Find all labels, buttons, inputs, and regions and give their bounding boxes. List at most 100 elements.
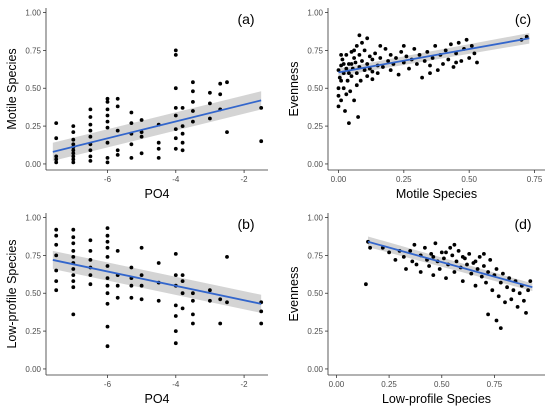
data-point [486,312,490,317]
data-point [437,267,442,271]
data-point [454,60,458,65]
data-point [386,59,390,63]
data-point [452,270,457,274]
data-point [358,78,363,83]
data-point [344,53,349,57]
data-point [105,255,110,259]
data-point [344,66,349,71]
data-point [425,50,430,54]
y-tick-label: 0.50 [25,84,41,93]
data-point [448,245,453,250]
data-point [482,252,486,256]
data-point [105,226,110,231]
data-point [454,259,459,264]
data-point [180,140,185,145]
y-tick-label: 0.50 [307,84,323,93]
data-point [105,125,110,130]
y-tick-label: 0.75 [307,251,323,260]
x-tick-label: 0.75 [487,380,503,389]
data-point [88,115,93,119]
data-point [71,273,76,277]
data-point [423,245,427,250]
y-tick-label: 0.00 [25,160,41,169]
data-point [460,279,465,283]
data-point [191,89,195,94]
data-point [373,51,377,56]
data-point [105,160,110,165]
data-point [348,89,353,94]
data-point [180,273,185,277]
data-point [412,242,417,247]
data-point [364,282,368,287]
data-point [452,242,457,247]
data-point [509,297,514,302]
data-point [71,249,76,253]
data-point [139,283,144,288]
data-point [88,122,93,127]
data-point [71,151,76,156]
data-point [115,283,120,288]
data-point [129,283,134,288]
data-point [105,113,110,118]
data-point [173,329,178,333]
data-point [475,60,479,65]
data-point [139,273,144,277]
y-axis-title: Low-profile Species [5,239,19,348]
data-point [340,57,345,62]
x-tick-label: 0.50 [434,380,450,389]
data-point [336,68,341,72]
data-point [208,288,212,293]
data-point [454,51,458,56]
data-point [353,60,358,65]
x-tick-label: -4 [172,175,180,184]
data-point [370,77,375,82]
data-point [208,116,212,121]
data-point [337,75,342,80]
data-point [139,130,144,135]
data-point [465,262,469,267]
x-tick-label: 0.75 [527,175,543,184]
data-point [180,124,185,128]
data-point [394,56,398,60]
data-point [71,312,76,317]
data-point [71,157,76,162]
data-point [139,297,144,302]
y-tick-label: 0.00 [307,160,323,169]
data-point [139,134,144,139]
data-point [347,62,351,66]
data-point [507,276,512,280]
data-point [54,160,59,165]
data-point [71,267,76,271]
data-point [460,255,465,259]
data-point [115,104,120,109]
data-point [404,267,408,271]
data-point [339,53,343,57]
data-point [401,255,406,259]
data-point [180,306,185,311]
data-point [396,72,401,77]
data-point [444,250,448,255]
data-point [105,291,110,296]
data-point [430,56,435,60]
data-point [105,119,110,124]
data-point [360,59,364,63]
data-point [115,96,120,101]
data-point [439,250,444,255]
data-point [156,298,161,303]
data-point [378,44,383,48]
data-point [173,303,178,308]
data-point [105,96,110,101]
data-point [191,100,195,104]
data-point [477,255,482,259]
x-axis-title: Low-profile Species [382,392,491,406]
data-point [156,261,161,265]
data-point [393,258,398,262]
panel-a: 0.00 0.25 0.50 0.75 1.00 -6 -4 -2 PO4 Motile Spec… [5,8,268,201]
data-point [522,298,526,303]
data-point [370,57,375,62]
points-b [54,226,264,349]
data-point [381,65,385,69]
data-point [88,154,93,159]
y-tick-label: 0.50 [307,289,323,298]
